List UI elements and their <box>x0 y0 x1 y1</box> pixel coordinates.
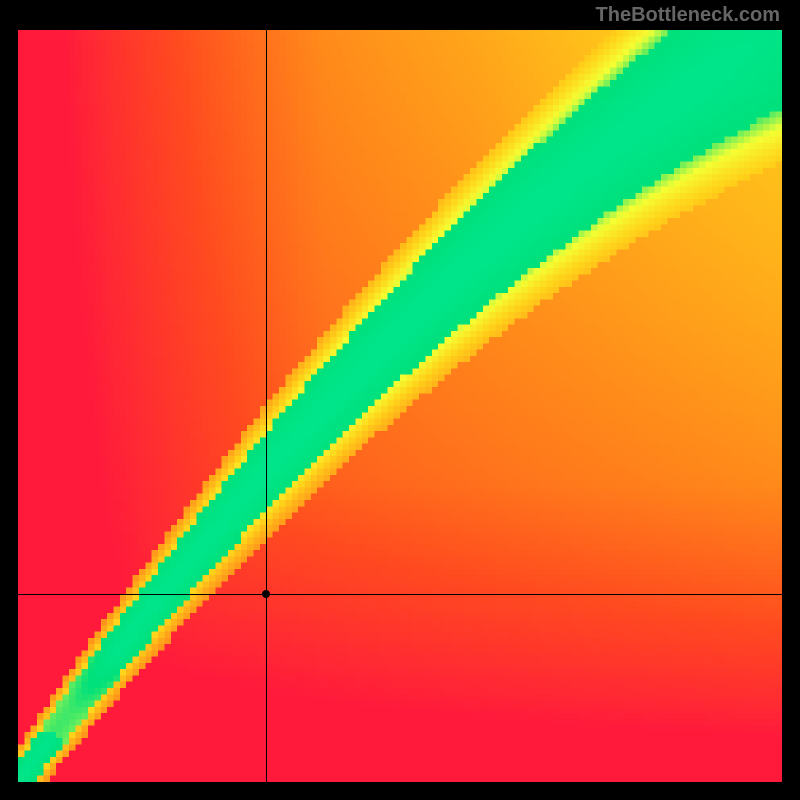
plot-area <box>18 30 782 782</box>
crosshair-marker <box>262 590 270 598</box>
chart-container: TheBottleneck.com <box>0 0 800 800</box>
crosshair-horizontal <box>18 594 782 595</box>
attribution-text: TheBottleneck.com <box>596 4 780 27</box>
crosshair-vertical <box>266 30 267 782</box>
heatmap-canvas <box>18 30 782 782</box>
